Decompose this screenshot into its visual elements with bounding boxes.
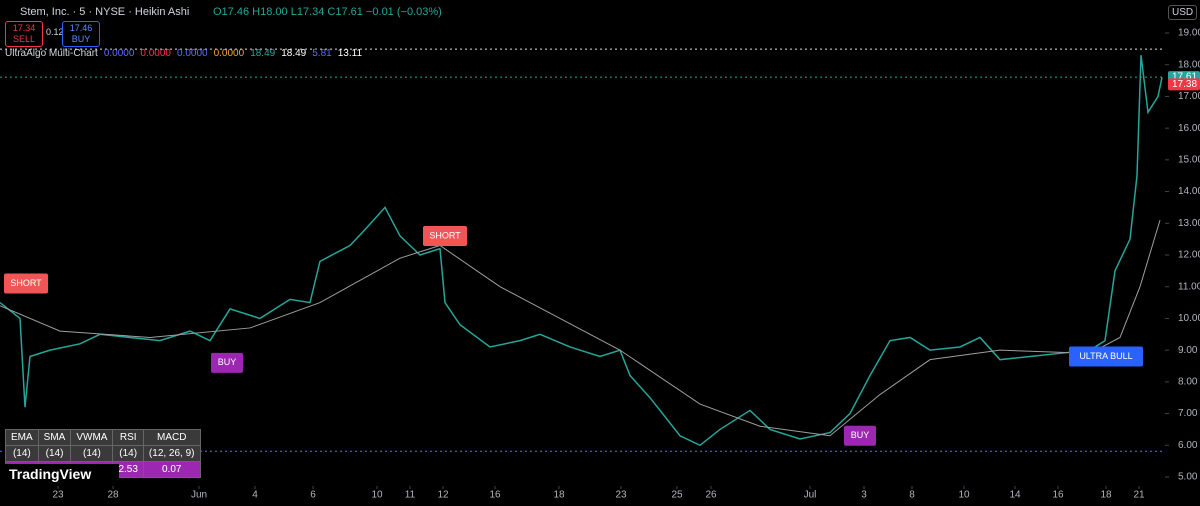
signal-box — [4, 273, 48, 294]
table-header: RSI — [112, 429, 144, 446]
table-cell: (14) — [112, 445, 144, 462]
table-row: EMA SMA VWMA RSI MACD — [5, 429, 201, 446]
close: C17.61 — [327, 6, 363, 18]
indicator-value: 0.0000 — [103, 48, 135, 59]
x-tick-label: 12 — [437, 490, 449, 501]
buy-label: BUY — [71, 34, 91, 44]
y-tick-label: 14.00 — [1178, 186, 1200, 197]
indicator-value: 13.11 — [337, 48, 363, 59]
indicator-value: 0.0000 — [140, 48, 171, 59]
series-line — [0, 55, 1163, 447]
x-tick-label: 23 — [52, 490, 64, 501]
buy-price: 17.46 — [69, 23, 93, 33]
indicator-value: 5.81 — [312, 48, 332, 59]
signal-label: BUY — [218, 357, 237, 367]
indicator-value: 18.49 — [250, 48, 276, 59]
x-tick-label: 10 — [371, 490, 383, 501]
series-line — [0, 219, 1161, 437]
x-tick-label: 14 — [1009, 490, 1021, 501]
y-tick-label: 6.00 — [1178, 440, 1198, 451]
x-tick-label: 8 — [909, 490, 915, 501]
table-cell: (14) — [70, 445, 114, 462]
price-tag-label: 17.38 — [1172, 79, 1197, 90]
y-tick-label: 9.00 — [1178, 345, 1198, 356]
y-tick-label: 10.00 — [1178, 313, 1200, 324]
table-header: SMA — [37, 429, 72, 446]
x-tick-label: 18 — [1100, 490, 1112, 501]
open: O17.46 — [213, 6, 250, 18]
signal-label: ULTRA BULL — [1079, 351, 1132, 361]
x-tick-label: 26 — [705, 490, 717, 501]
sell-price: 17.34 — [12, 23, 36, 33]
table-cell: (12, 26, 9) — [142, 445, 201, 462]
y-tick-label: 7.00 — [1178, 408, 1198, 419]
logo: TradingView — [5, 464, 119, 484]
signal-box — [1069, 346, 1143, 367]
y-tick-label: 8.00 — [1178, 376, 1198, 387]
y-tick-label: 17.00 — [1178, 91, 1200, 102]
x-tick-label: 18 — [553, 490, 565, 501]
sell-label: SELL — [12, 34, 36, 44]
signal-label: SHORT — [429, 230, 461, 240]
table-cell: 2.53 — [112, 461, 144, 478]
signal-box — [211, 352, 243, 373]
y-tick-label: 13.00 — [1178, 218, 1200, 229]
table-header: MACD — [142, 429, 201, 446]
x-tick-label: 28 — [107, 490, 119, 501]
x-tick-label: 10 — [958, 490, 970, 501]
low: L17.34 — [290, 6, 325, 18]
x-tick-label: 21 — [1133, 490, 1145, 501]
signal-label: BUY — [851, 430, 870, 440]
y-tick-label: 18.00 — [1178, 59, 1200, 70]
x-tick-label: 23 — [615, 490, 627, 501]
spread: 0.12 — [46, 27, 64, 37]
indicator-value: 0.0000 — [177, 48, 208, 59]
table-header: VWMA — [70, 429, 114, 446]
symbol[interactable]: Stem, Inc. · 5 · NYSE · Heikin Ashi — [20, 6, 190, 18]
signal-box — [423, 225, 467, 246]
indicator-name: UltraAlgo Multi-Chart — [5, 48, 98, 59]
table-row: (14) (14) (14) (14) (12, 26, 9) — [5, 445, 201, 462]
x-tick-label: 16 — [1052, 490, 1064, 501]
indicator-value: 0.0000 — [213, 48, 245, 59]
y-tick-label: 15.00 — [1178, 154, 1200, 165]
signal-box — [844, 425, 876, 446]
x-tick-label: 3 — [861, 490, 867, 501]
ohlc: O17.46 H18.00 L17.34 C17.61 −0.01 (−0.03… — [213, 6, 442, 18]
table-cell: (14) — [5, 445, 39, 462]
x-tick-label: Jul — [804, 490, 817, 501]
price-tag-label: 17.61 — [1172, 72, 1197, 83]
table-cell: (14) — [37, 445, 72, 462]
y-tick-label: 16.00 — [1178, 123, 1200, 134]
x-tick-label: 25 — [671, 490, 683, 501]
x-tick-label: 4 — [252, 490, 258, 501]
y-tick-label: 5.00 — [1178, 472, 1198, 483]
y-tick-label: 11.00 — [1178, 281, 1200, 292]
table-cell: 0.07 — [142, 461, 201, 478]
x-tick-label: 16 — [489, 490, 501, 501]
sell-button[interactable]: 17.34 SELL — [5, 21, 43, 47]
high: H18.00 — [252, 6, 288, 18]
x-tick-label: 11 — [405, 490, 416, 501]
change: −0.01 (−0.03%) — [365, 6, 442, 18]
price-tag — [1168, 78, 1200, 91]
table-header: EMA — [5, 429, 39, 446]
y-tick-label: 19.00 — [1178, 28, 1200, 39]
buy-button[interactable]: 17.46 BUY — [62, 21, 100, 47]
signal-label: SHORT — [10, 278, 42, 288]
indicator-value: 18.49 — [281, 48, 307, 59]
x-tick-label: 6 — [310, 490, 316, 501]
y-tick-label: 12.00 — [1178, 250, 1200, 261]
indicator: UltraAlgo Multi-Chart 0.0000 0.0000 0.0000 0… — [5, 48, 362, 59]
currency[interactable]: USD — [1168, 5, 1198, 20]
x-tick-label: Jun — [191, 490, 207, 501]
